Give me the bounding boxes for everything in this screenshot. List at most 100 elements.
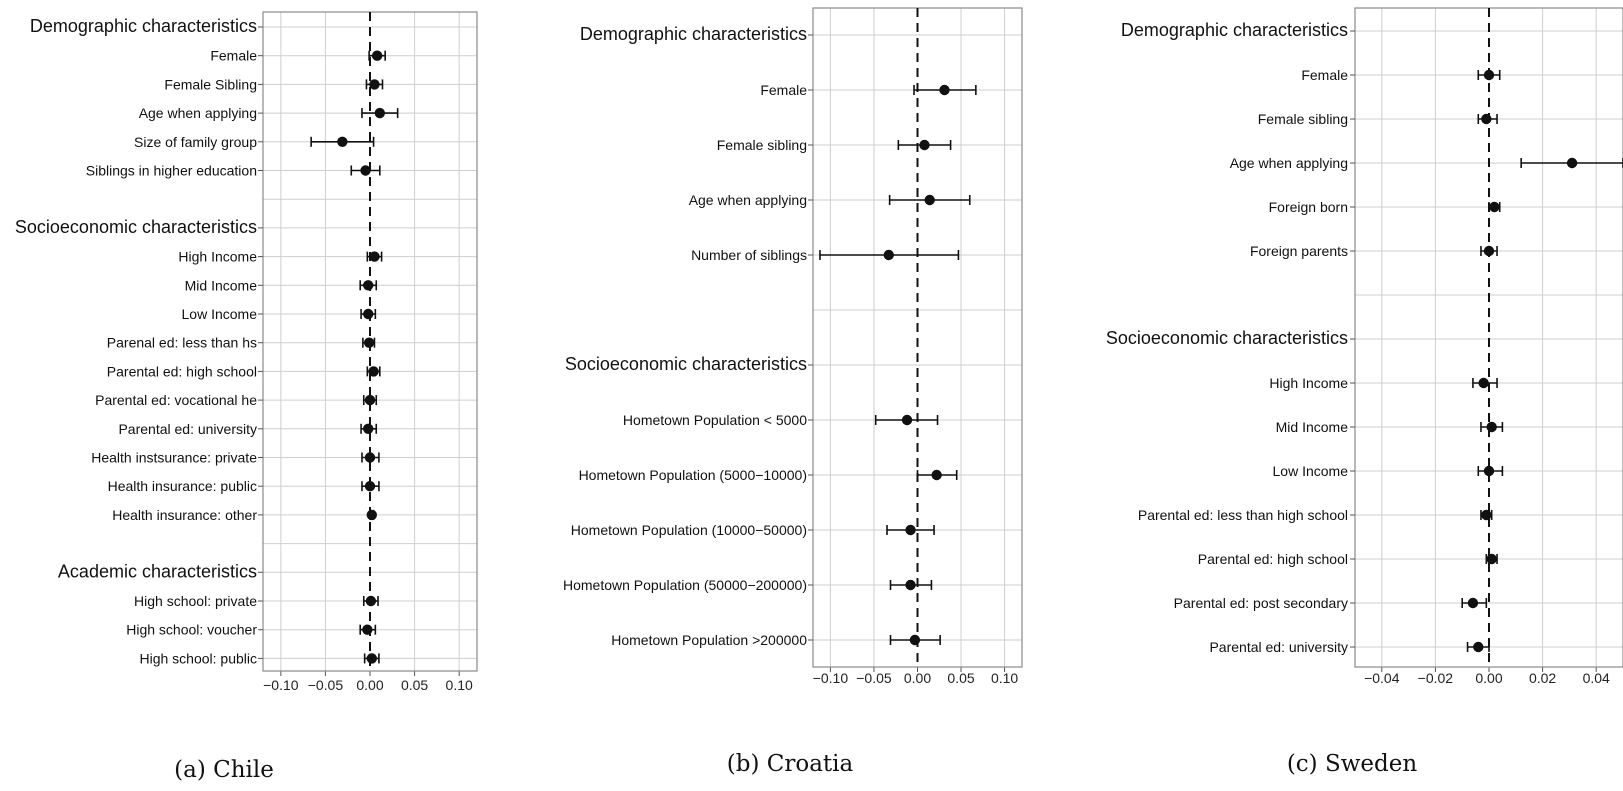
point-estimate	[919, 139, 930, 151]
caption-croatia: (b) Croatia	[726, 751, 854, 777]
point-estimate	[363, 308, 374, 320]
row-label: Hometown Population (5000−10000)	[579, 467, 807, 483]
point-estimate	[1489, 201, 1500, 213]
x-tick-label: 0.10	[991, 670, 1018, 686]
row-label: Female sibling	[717, 137, 807, 153]
point-estimate	[1473, 641, 1484, 653]
x-tick-label: −0.10	[813, 670, 849, 686]
point-estimate	[369, 79, 380, 90]
point-estimate	[360, 165, 371, 176]
point-estimate	[1483, 465, 1495, 477]
point-estimate	[931, 469, 942, 481]
panel-1: −0.10 −0.05 0.00 0.05 0.10 Demographic charac…	[15, 11, 478, 693]
point-estimate	[1483, 245, 1495, 257]
x-tick-label: 0.04	[1583, 670, 1610, 686]
group-header: Demographic characteristics	[30, 16, 257, 36]
point-estimate	[363, 337, 375, 348]
point-estimate	[939, 84, 950, 96]
x-tick-label: −0.05	[856, 670, 892, 686]
row-label: Age when applying	[139, 105, 257, 121]
row-label: Health instsurance: private	[91, 450, 257, 466]
row-label: Foreign born	[1269, 199, 1348, 215]
point-estimate	[924, 194, 935, 206]
row-label: Mid Income	[185, 277, 258, 293]
row-label: High school: public	[139, 650, 257, 666]
row-label: Parental ed: university	[1209, 639, 1348, 655]
x-tick-label: 0.02	[1529, 670, 1556, 686]
row-label: Foreign parents	[1250, 243, 1348, 259]
point-estimate	[364, 452, 376, 463]
point-estimate	[1467, 597, 1479, 609]
row-label: Parental ed: less than high school	[1138, 507, 1348, 523]
row-label: Parental ed: vocational he	[95, 392, 257, 408]
row-label: Female	[210, 48, 257, 64]
x-tick-label: 0.05	[401, 677, 428, 693]
row-label: High Income	[178, 249, 257, 265]
point-estimate	[366, 653, 377, 664]
point-estimate	[1486, 553, 1497, 565]
group-header: Demographic characteristics	[580, 24, 807, 44]
group-header: Socioeconomic characteristics	[565, 354, 807, 374]
point-estimate	[905, 579, 916, 591]
panel-2: −0.10 −0.05 0.00 0.05 0.10 Demographic charac…	[563, 7, 1023, 686]
group-header: Academic characteristics	[58, 561, 257, 581]
point-estimate	[366, 509, 377, 521]
row-label: Female Sibling	[164, 76, 257, 92]
point-estimate	[1481, 113, 1492, 125]
row-label: Siblings in higher education	[86, 163, 257, 179]
point-estimate	[374, 107, 386, 119]
point-estimate	[1481, 509, 1492, 521]
row-label: Female	[760, 82, 807, 98]
row-label: Age when applying	[1230, 155, 1348, 171]
row-label: Hometown Population >200000	[611, 632, 807, 648]
row-label: Number of siblings	[691, 247, 807, 263]
row-label: Age when applying	[689, 192, 807, 208]
x-tick-label: 0.05	[947, 670, 974, 686]
row-label: Hometown Population (10000−50000)	[571, 522, 807, 538]
row-label: Parental ed: high school	[1198, 551, 1348, 567]
x-tick-label: 0.10	[446, 677, 473, 693]
x-tick-label: 0.00	[356, 677, 383, 693]
x-tick-label: 0.00	[904, 670, 931, 686]
group-header: Socioeconomic characteristics	[15, 217, 257, 237]
row-label: Female	[1301, 67, 1348, 83]
row-label: Low Income	[182, 306, 258, 322]
point-estimate	[1566, 157, 1578, 169]
row-label: Parental ed: post secondary	[1174, 595, 1348, 611]
row-label: High Income	[1269, 375, 1348, 391]
row-label: Size of family group	[134, 134, 257, 150]
row-label: Low Income	[1273, 463, 1349, 479]
row-label: Hometown Population (50000−200000)	[563, 577, 807, 593]
row-label: Hometown Population < 5000	[623, 412, 807, 428]
x-tick-label: −0.02	[1418, 670, 1454, 686]
caption-sweden: (c) Sweden	[1286, 751, 1418, 777]
row-label: Parenal ed: less than hs	[107, 335, 257, 351]
group-header: Demographic characteristics	[1121, 20, 1348, 40]
row-label: Mid Income	[1276, 419, 1349, 435]
group-header: Socioeconomic characteristics	[1106, 328, 1348, 348]
point-estimate	[1486, 421, 1497, 433]
point-estimate	[1478, 377, 1489, 389]
caption-chile: (a) Chile	[174, 757, 274, 783]
point-estimate	[363, 280, 374, 291]
row-label: Parental ed: university	[118, 421, 257, 437]
x-tick-label: −0.04	[1364, 670, 1400, 686]
x-tick-label: −0.10	[263, 677, 299, 693]
panel-3: −0.04 −0.02 0.00 0.02 0.04 Demographic charac…	[1106, 7, 1623, 686]
point-estimate	[362, 624, 373, 635]
row-label: Health insurance: other	[112, 507, 257, 523]
point-estimate	[368, 366, 379, 377]
row-label: Health insurance: public	[108, 478, 257, 494]
row-label: High school: voucher	[126, 622, 257, 638]
point-estimate	[364, 394, 376, 406]
point-estimate	[363, 423, 374, 434]
point-estimate	[909, 634, 921, 646]
point-estimate	[337, 136, 348, 147]
row-label: High school: private	[134, 593, 257, 609]
point-estimate	[901, 414, 913, 426]
point-estimate	[905, 524, 916, 536]
x-tick-label: −0.05	[308, 677, 344, 693]
point-estimate	[369, 251, 380, 262]
point-estimate	[883, 249, 894, 261]
